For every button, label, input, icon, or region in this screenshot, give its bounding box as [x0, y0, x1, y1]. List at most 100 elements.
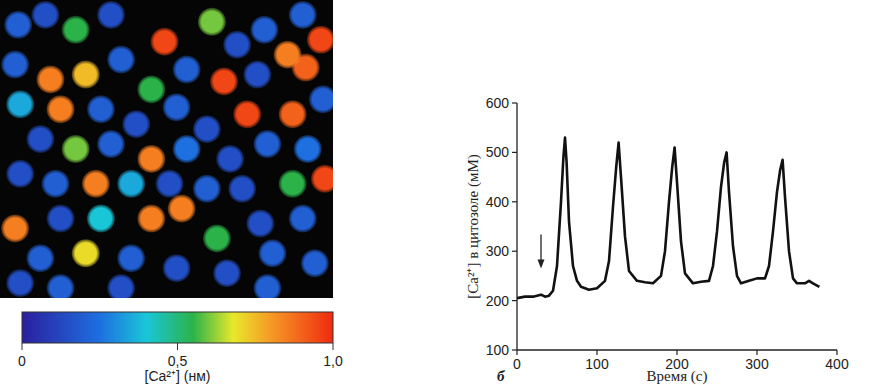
- x-tick: [596, 350, 597, 355]
- colorbar-tick-label: 0: [18, 353, 26, 369]
- colorbar-tick: [333, 343, 334, 350]
- cell: [4, 11, 32, 39]
- cell: [150, 28, 178, 56]
- y-tick: [512, 349, 517, 350]
- cell: [117, 170, 145, 198]
- cell: [274, 41, 302, 69]
- cell: [168, 195, 196, 223]
- y-tick-label: 100: [486, 342, 510, 358]
- y-tick-label: 500: [486, 144, 510, 160]
- cell: [309, 85, 333, 113]
- x-tick: [756, 350, 757, 355]
- cell: [216, 145, 244, 173]
- cell: [97, 130, 125, 158]
- cell: [253, 130, 281, 158]
- cell: [72, 239, 100, 267]
- cell: [107, 46, 135, 74]
- cell: [117, 244, 145, 272]
- plot: [517, 138, 819, 299]
- cell: [97, 1, 125, 29]
- arrow-head: [538, 259, 545, 268]
- arrow: [540, 234, 541, 262]
- cell: [107, 274, 135, 298]
- line: [517, 138, 819, 299]
- cell: [156, 170, 184, 198]
- cell: [307, 26, 333, 54]
- x-tick-label: 0: [513, 356, 521, 372]
- y-tick: [512, 152, 517, 153]
- cell: [72, 61, 100, 89]
- x-tick: [516, 350, 517, 355]
- cell: [250, 16, 278, 44]
- cell: [31, 1, 59, 29]
- y-tick: [512, 251, 517, 252]
- cell: [279, 170, 307, 198]
- cell: [87, 205, 115, 233]
- y-axis: [516, 103, 517, 350]
- cell: [82, 170, 110, 198]
- y-tick-label: 200: [486, 293, 510, 309]
- cell: [47, 274, 75, 298]
- cell: [137, 75, 165, 103]
- x-tick-label: 100: [585, 356, 609, 372]
- y-tick-label: 300: [486, 243, 510, 259]
- colorbar-label: [Ca²⁺] (нм): [145, 368, 211, 384]
- x-tick: [836, 350, 837, 355]
- x-tick: [676, 350, 677, 355]
- panel-label: б: [497, 368, 505, 384]
- y-tick-label: 600: [486, 95, 510, 111]
- cell: [210, 67, 238, 95]
- y-tick: [512, 102, 517, 103]
- cell: [137, 145, 165, 173]
- cell: [228, 175, 256, 203]
- cell: [198, 8, 226, 36]
- cells: [1, 1, 333, 298]
- cell: [36, 65, 64, 93]
- cell: [26, 244, 54, 272]
- y-axis-label: [Ca²⁺] в цитозоле (мМ): [465, 154, 482, 299]
- cell: [163, 93, 191, 121]
- x-axis-label: Время (с): [647, 368, 708, 385]
- cell: [294, 135, 322, 163]
- cell: [163, 254, 191, 282]
- cell: [253, 274, 281, 298]
- cell: [6, 269, 34, 297]
- cell: [42, 170, 70, 198]
- x-tick-label: 300: [745, 356, 769, 372]
- cell: [6, 160, 34, 188]
- colorbar: [22, 312, 333, 343]
- cell: [279, 100, 307, 128]
- cell: [289, 1, 317, 29]
- cell: [258, 239, 286, 267]
- cell: [137, 205, 165, 233]
- cell: [47, 205, 75, 233]
- colorbar-tick: [177, 343, 178, 350]
- colorbar-tick-label: 1,0: [323, 353, 343, 369]
- cell: [87, 95, 115, 123]
- colorbar-tick: [22, 343, 23, 350]
- cell: [6, 90, 34, 118]
- cell: [122, 110, 150, 138]
- cell: [26, 125, 54, 153]
- cell: [243, 61, 271, 89]
- cell: [203, 224, 231, 252]
- y-tick: [512, 201, 517, 202]
- cell: [173, 56, 201, 84]
- cell: [301, 249, 329, 277]
- cell: [233, 100, 261, 128]
- cell: [193, 115, 221, 143]
- y-tick-label: 400: [486, 194, 510, 210]
- cell: [246, 210, 274, 238]
- colorbar-tick-label: 0,5: [168, 353, 188, 369]
- cell: [289, 205, 317, 233]
- y-tick: [512, 300, 517, 301]
- cell: [223, 31, 251, 59]
- cell: [1, 214, 29, 242]
- image-frame: [0, 0, 333, 298]
- cell: [62, 135, 90, 163]
- cell: [1, 51, 29, 79]
- cell: [213, 259, 241, 287]
- cell: [193, 175, 221, 203]
- cell: [47, 95, 75, 123]
- cell: [311, 165, 333, 193]
